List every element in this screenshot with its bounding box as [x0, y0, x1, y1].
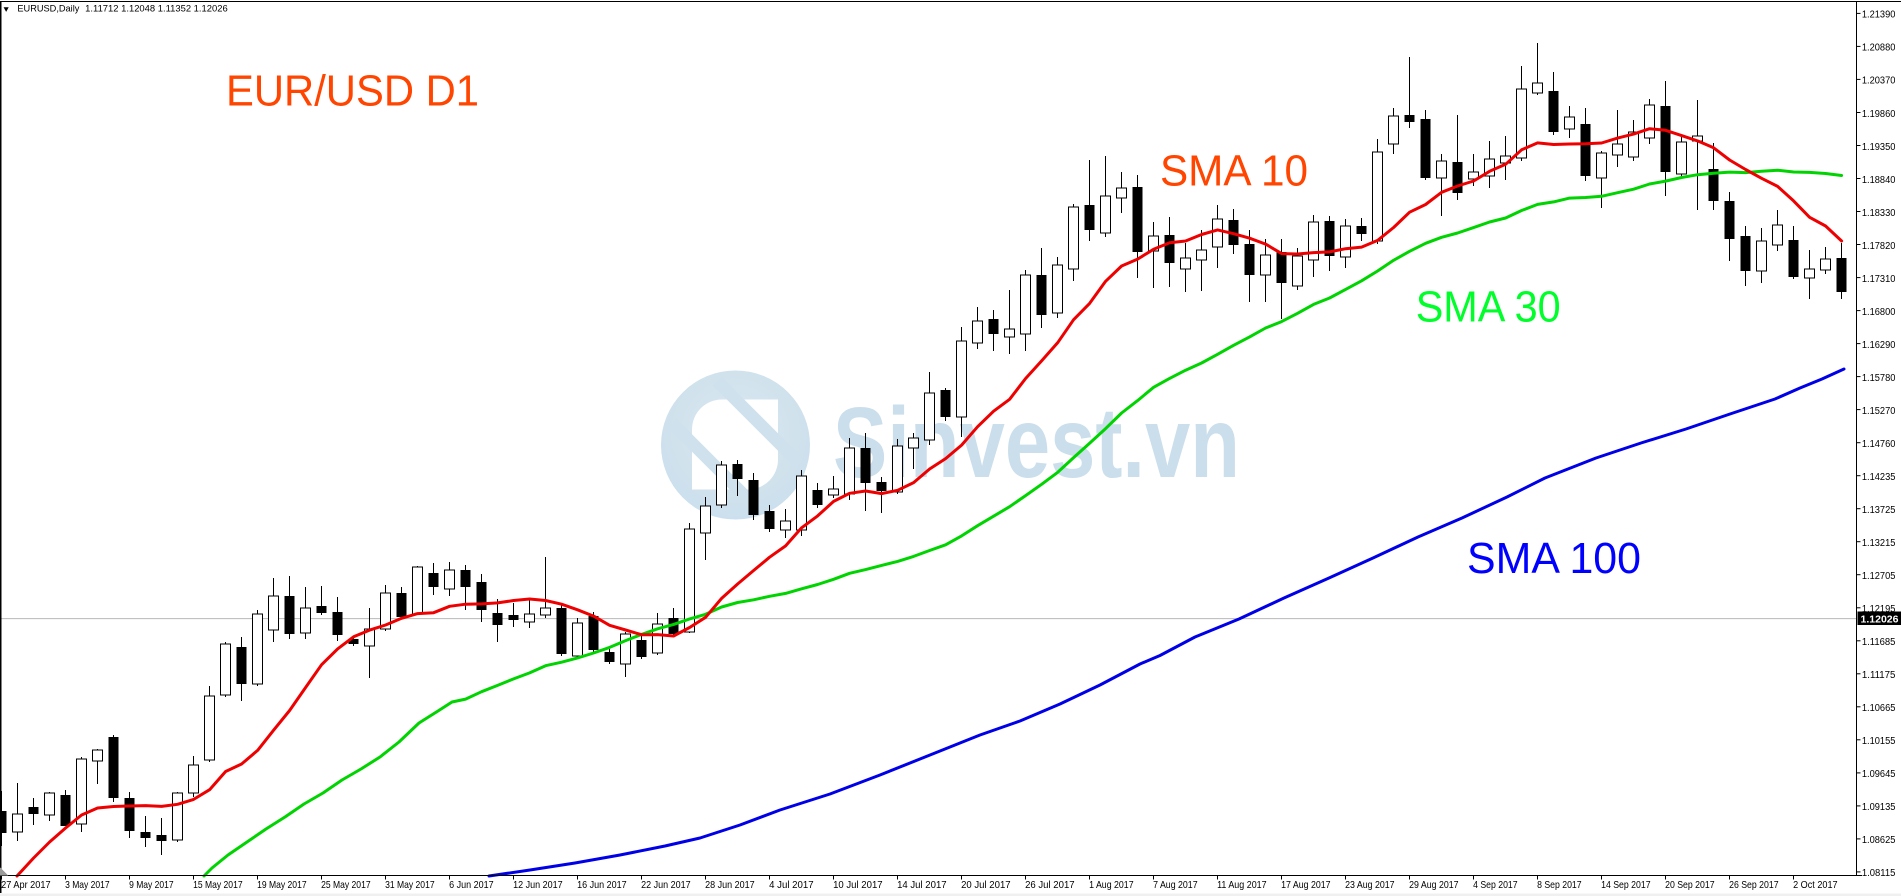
svg-text:1.18840: 1.18840 [1862, 175, 1896, 186]
svg-text:1.12026: 1.12026 [1861, 613, 1899, 625]
svg-text:10 Jul 2017: 10 Jul 2017 [833, 879, 883, 891]
svg-text:1.15270: 1.15270 [1862, 406, 1896, 417]
svg-text:1.13215: 1.13215 [1862, 538, 1896, 549]
svg-text:1.12705: 1.12705 [1862, 571, 1896, 582]
svg-text:EURUSD,Daily: EURUSD,Daily [17, 4, 80, 14]
svg-text:1.14760: 1.14760 [1862, 439, 1896, 450]
svg-text:14 Sep 2017: 14 Sep 2017 [1601, 879, 1651, 891]
svg-text:26 Sep 2017: 26 Sep 2017 [1729, 879, 1779, 891]
svg-text:2 Oct 2017: 2 Oct 2017 [1793, 879, 1838, 891]
svg-text:4 Jul 2017: 4 Jul 2017 [769, 879, 814, 891]
svg-text:1.19860: 1.19860 [1862, 109, 1896, 120]
svg-text:12 Jun 2017: 12 Jun 2017 [513, 879, 563, 891]
svg-text:14 Jul 2017: 14 Jul 2017 [897, 879, 947, 891]
svg-text:1 Aug 2017: 1 Aug 2017 [1089, 879, 1134, 891]
svg-text:SMA 100: SMA 100 [1467, 534, 1641, 583]
svg-text:1.20880: 1.20880 [1862, 43, 1896, 54]
svg-text:1.10665: 1.10665 [1862, 703, 1896, 714]
svg-text:17 Aug 2017: 17 Aug 2017 [1281, 879, 1331, 891]
svg-text:1.20370: 1.20370 [1862, 76, 1896, 87]
svg-text:1.10155: 1.10155 [1862, 736, 1896, 747]
svg-text:1.08625: 1.08625 [1862, 835, 1896, 846]
svg-text:7 Aug 2017: 7 Aug 2017 [1153, 879, 1198, 891]
svg-text:26 Jul 2017: 26 Jul 2017 [1025, 879, 1075, 891]
svg-text:8 Sep 2017: 8 Sep 2017 [1537, 879, 1582, 891]
svg-text:1.13725: 1.13725 [1862, 505, 1896, 516]
svg-text:28 Jun 2017: 28 Jun 2017 [705, 879, 755, 891]
svg-text:19 May 2017: 19 May 2017 [257, 879, 307, 891]
svg-text:15 May 2017: 15 May 2017 [193, 879, 243, 891]
svg-text:6 Jun 2017: 6 Jun 2017 [449, 879, 494, 891]
svg-text:EUR/USD D1: EUR/USD D1 [226, 67, 479, 116]
svg-text:1.18330: 1.18330 [1862, 208, 1896, 219]
svg-text:1.16800: 1.16800 [1862, 307, 1896, 318]
svg-text:1.11712 1.12048 1.11352 1.1202: 1.11712 1.12048 1.11352 1.12026 [85, 4, 228, 14]
svg-text:20 Sep 2017: 20 Sep 2017 [1665, 879, 1715, 891]
svg-text:11 Aug 2017: 11 Aug 2017 [1217, 879, 1267, 891]
svg-text:1.17310: 1.17310 [1862, 274, 1896, 285]
svg-text:23 Aug 2017: 23 Aug 2017 [1345, 879, 1395, 891]
svg-text:1.08115: 1.08115 [1862, 868, 1896, 879]
svg-text:1.17820: 1.17820 [1862, 241, 1896, 252]
svg-text:1.09645: 1.09645 [1862, 769, 1896, 780]
svg-text:20 Jul 2017: 20 Jul 2017 [961, 879, 1011, 891]
svg-text:SMA 30: SMA 30 [1416, 283, 1561, 332]
svg-text:1.11175: 1.11175 [1862, 670, 1896, 681]
svg-text:22 Jun 2017: 22 Jun 2017 [641, 879, 691, 891]
svg-text:1.12195: 1.12195 [1862, 604, 1896, 615]
svg-text:1.09135: 1.09135 [1862, 802, 1896, 813]
svg-text:27 Apr 2017: 27 Apr 2017 [1, 879, 51, 891]
svg-text:3 May 2017: 3 May 2017 [65, 879, 110, 891]
svg-text:29 Aug 2017: 29 Aug 2017 [1409, 879, 1459, 891]
svg-text:31 May 2017: 31 May 2017 [385, 879, 435, 891]
svg-text:1.16290: 1.16290 [1862, 340, 1896, 351]
svg-text:1.11685: 1.11685 [1862, 637, 1896, 648]
svg-text:1.14235: 1.14235 [1862, 472, 1896, 483]
svg-text:1.19350: 1.19350 [1862, 142, 1896, 153]
svg-text:9 May 2017: 9 May 2017 [129, 879, 174, 891]
svg-text:25 May 2017: 25 May 2017 [321, 879, 371, 891]
svg-text:1.21390: 1.21390 [1862, 10, 1896, 21]
svg-text:1.15780: 1.15780 [1862, 373, 1896, 384]
svg-text:4 Sep 2017: 4 Sep 2017 [1473, 879, 1518, 891]
svg-text:16 Jun 2017: 16 Jun 2017 [577, 879, 627, 891]
svg-text:SMA 10: SMA 10 [1160, 147, 1308, 196]
